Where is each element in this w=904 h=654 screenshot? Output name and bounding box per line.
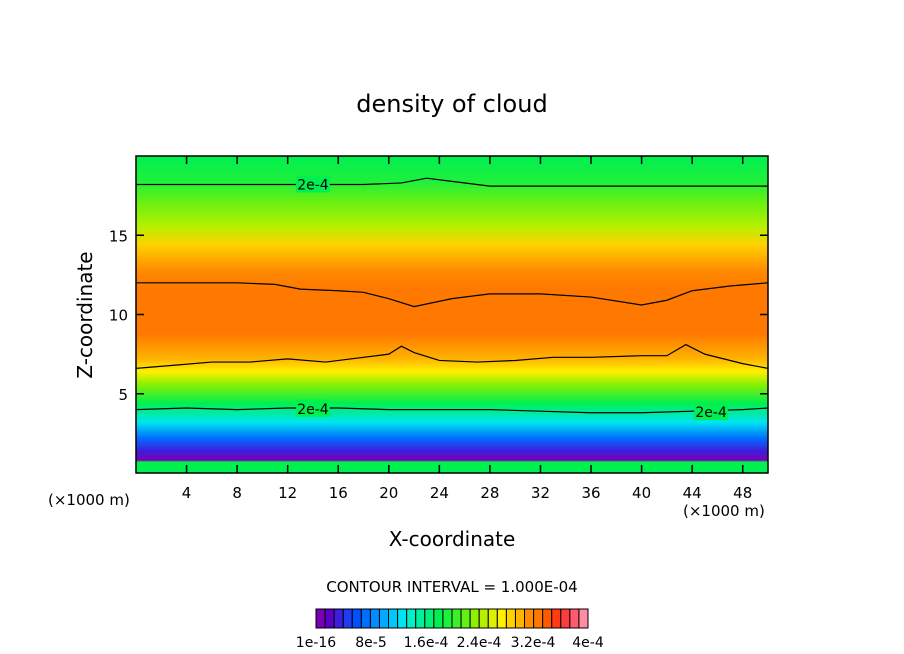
colorbar-swatch (560, 608, 571, 629)
colorbar-swatch (342, 608, 353, 629)
contour-line (136, 177, 768, 187)
contour-label: 2e-4 (297, 402, 329, 418)
colorbar-swatch (569, 608, 580, 629)
colorbar-swatch (542, 608, 553, 629)
x-tick-label: 36 (581, 484, 600, 502)
contour-line (136, 343, 768, 369)
colorbar-swatch (496, 608, 507, 629)
colorbar-swatch (333, 608, 344, 629)
x-tick-label: 48 (733, 484, 752, 502)
x-unit-left: (×1000 m) (48, 491, 130, 509)
colorbar-swatch (524, 608, 535, 629)
x-unit-right: (×1000 m) (683, 502, 765, 520)
colorbar-swatch (378, 608, 390, 629)
colorbar-swatch (415, 608, 426, 629)
y-axis-label: Z-coordinate (73, 251, 97, 378)
colorbar-swatch (460, 608, 471, 629)
colorbar-labels: 1e-16 8e-5 1.6e-4 2.4e-4 3.2e-4 4e-4 (296, 635, 604, 651)
colorbar-swatch (315, 608, 326, 629)
x-tick-label: 4 (182, 484, 192, 502)
colorbar-swatch (487, 608, 498, 629)
x-tick-label: 32 (531, 484, 550, 502)
contour-label-bg (694, 402, 729, 420)
colorbar-swatch (324, 608, 335, 629)
chart-title: density of cloud (356, 90, 547, 118)
x-tick-label: 24 (430, 484, 449, 502)
colorbar-label: 1.6e-4 (404, 635, 449, 651)
contour-label-bg (295, 399, 330, 417)
colorbar-swatch (369, 608, 380, 629)
x-axis-label: X-coordinate (389, 527, 516, 551)
colorbar-label: 2.4e-4 (457, 635, 502, 651)
x-tick-label: 16 (329, 484, 348, 502)
x-tick-label: 44 (683, 484, 702, 502)
x-tick-label: 12 (278, 484, 297, 502)
x-tick-label: 40 (632, 484, 651, 502)
colorbar-swatch (424, 608, 435, 629)
colorbar-swatch (469, 608, 480, 629)
contour-lines: 2e-4 2e-4 2e-4 (136, 175, 768, 421)
colorbar-label: 8e-5 (355, 635, 386, 651)
y-tick-label: 10 (109, 307, 128, 325)
colorbar-swatch (551, 608, 562, 629)
colorbar-swatch (388, 608, 399, 629)
contour-label-bg (295, 175, 330, 193)
colorbar-label: 1e-16 (296, 635, 336, 651)
x-tick-label: 8 (232, 484, 242, 502)
y-ticks: 5 10 15 (109, 227, 768, 404)
colorbar-swatch (360, 608, 371, 629)
colorbar-swatch (351, 608, 362, 629)
contour-line (136, 407, 768, 414)
colorbar-swatch (451, 608, 462, 629)
colorbar (315, 608, 589, 629)
y-tick-label: 15 (109, 227, 128, 245)
colorbar-swatch (406, 608, 417, 629)
x-tick-label: 20 (379, 484, 398, 502)
contour-interval: CONTOUR INTERVAL = 1.000E-04 (326, 578, 577, 596)
contour-label: 2e-4 (297, 178, 329, 194)
x-ticks: 4 8 12 16 20 24 28 32 36 40 44 48 (182, 156, 752, 502)
colorbar-swatch (478, 608, 489, 629)
colorbar-swatch (433, 608, 444, 629)
contour-field (136, 156, 768, 473)
colorbar-swatch (514, 608, 526, 629)
y-tick-label: 5 (118, 386, 128, 404)
colorbar-swatch (505, 608, 516, 629)
contour-label: 2e-4 (695, 405, 727, 421)
colorbar-label: 4e-4 (572, 635, 604, 651)
x-tick-label: 28 (480, 484, 499, 502)
contour-line (136, 282, 768, 308)
colorbar-swatch (533, 608, 544, 629)
colorbar-swatch (442, 608, 453, 629)
colorbar-label: 3.2e-4 (511, 635, 556, 651)
colorbar-swatch (578, 608, 589, 629)
colorbar-swatch (397, 608, 408, 629)
